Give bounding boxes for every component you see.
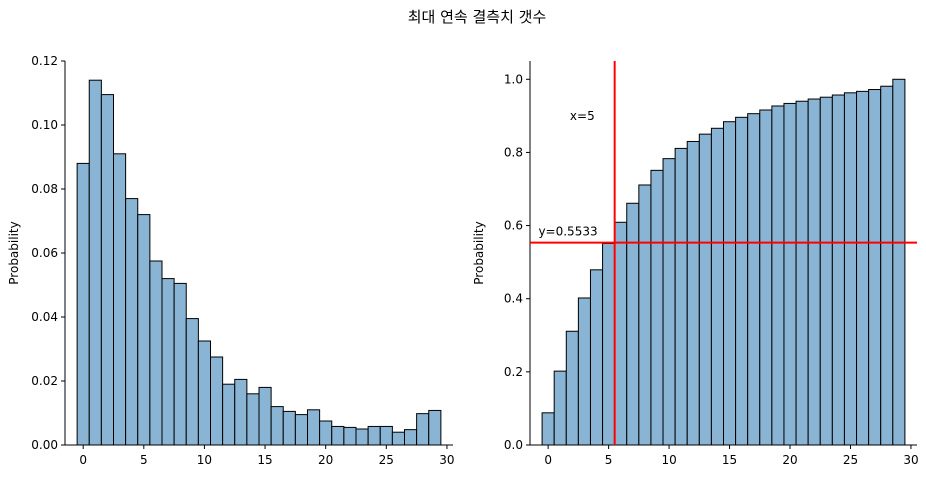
- x-tick-label: 30: [439, 453, 454, 467]
- histogram-bar: [294, 414, 308, 446]
- histogram-bar: [819, 96, 833, 446]
- x-tick-label: 25: [379, 453, 394, 467]
- histogram-bar: [222, 383, 236, 446]
- histogram-bar: [404, 429, 418, 446]
- histogram-bar: [662, 158, 676, 446]
- histogram-bar: [723, 121, 737, 446]
- y-tick-label: 0.6: [504, 219, 523, 233]
- histogram-bar: [565, 330, 579, 446]
- y-tick-label: 0.0: [504, 438, 523, 452]
- histogram-bar: [113, 153, 127, 446]
- y-axis-label: Probability: [7, 221, 21, 284]
- histogram-bar: [638, 184, 652, 446]
- x-tick-label: 10: [661, 453, 676, 467]
- y-tick-label: 0.02: [31, 374, 58, 388]
- histogram-bar: [355, 428, 369, 446]
- histogram-bar: [76, 162, 90, 446]
- x-tick-label: 30: [903, 453, 918, 467]
- histogram-bar: [319, 420, 333, 446]
- histogram-bar: [367, 425, 381, 446]
- x-tick-label: 5: [605, 453, 613, 467]
- histogram-bar: [331, 425, 345, 446]
- histogram-bar: [650, 169, 664, 446]
- histogram-bar: [379, 425, 393, 446]
- histogram-bar: [577, 297, 591, 446]
- histogram-bar: [771, 105, 785, 446]
- x-tick-label: 10: [197, 453, 212, 467]
- histogram-bar: [185, 318, 199, 446]
- histogram-bar: [197, 340, 211, 446]
- histogram-bar: [686, 140, 700, 446]
- histogram-bar: [880, 85, 894, 446]
- histogram-bar: [674, 147, 688, 446]
- histogram-bar: [428, 409, 442, 446]
- histogram-bar: [343, 426, 357, 446]
- histogram-bar: [614, 221, 628, 446]
- histogram-bar: [125, 198, 139, 446]
- histogram-bar: [137, 214, 151, 446]
- histogram-bar: [759, 109, 773, 446]
- y-tick-label: 0.06: [31, 246, 58, 260]
- histogram-bar: [161, 278, 175, 446]
- histogram-bar: [541, 412, 555, 446]
- histogram-bar: [807, 98, 821, 446]
- y-axis-label: Probability: [472, 221, 486, 284]
- histogram-bar: [831, 94, 845, 446]
- x-tick-label: 15: [722, 453, 737, 467]
- x-tick-label: 20: [782, 453, 797, 467]
- histogram-bar: [626, 202, 640, 446]
- y-tick-label: 0.4: [504, 292, 523, 306]
- y-tick-label: 0.10: [31, 118, 58, 132]
- histogram-bar: [234, 378, 248, 446]
- x-tick-label: 20: [318, 453, 333, 467]
- histogram-bar: [710, 127, 724, 446]
- histogram-bar: [173, 282, 187, 446]
- histogram-bar: [843, 92, 858, 446]
- cumulative-probability-panel: 0 5 10 15 20 25 30 0.0 0.2 0.4 0.6 0.8 1.0 Probabilit…: [472, 61, 919, 467]
- y-tick-label: 0.12: [31, 54, 58, 68]
- histogram-bar: [783, 102, 797, 446]
- histogram-bar: [747, 113, 761, 446]
- histogram-bar: [100, 94, 114, 446]
- x-tick-label: 15: [257, 453, 272, 467]
- histogram-bar: [553, 370, 567, 446]
- histogram-bar: [795, 100, 809, 446]
- histogram-bar: [270, 406, 284, 446]
- histogram-bar: [892, 78, 906, 446]
- x-tick-label: 0: [544, 453, 552, 467]
- histogram-bar: [149, 260, 163, 446]
- x-tick-label: 0: [79, 453, 87, 467]
- y-tick-label: 0.8: [504, 145, 523, 159]
- histogram-bar: [282, 410, 296, 446]
- histogram-bar: [735, 116, 749, 446]
- histogram-bar: [868, 89, 882, 446]
- histogram-bar: [416, 413, 430, 446]
- histogram-bar: [589, 269, 604, 446]
- histogram-bar: [602, 242, 616, 446]
- histogram-bar: [307, 409, 321, 446]
- horizontal-line-annotation: y=0.5533: [538, 225, 597, 239]
- x-tick-label: 5: [140, 453, 148, 467]
- y-tick-label: 0.04: [31, 310, 58, 324]
- histogram-probability-panel: 0 5 10 15 20 25 30 0.00 0.02 0.04 0.06 0.08 0.10 0.12…: [7, 54, 455, 467]
- y-tick-label: 0.2: [504, 365, 523, 379]
- histogram-bar: [246, 393, 260, 446]
- x-tick-label: 25: [843, 453, 858, 467]
- histogram-bar: [698, 133, 712, 446]
- vertical-line-annotation: x=5: [570, 109, 595, 123]
- histogram-bar: [856, 90, 870, 446]
- histogram-bar: [391, 431, 405, 446]
- histogram-bar: [210, 356, 224, 446]
- y-tick-label: 0.08: [31, 182, 58, 196]
- figure-title: 최대 연속 결측치 갯수: [408, 8, 547, 26]
- y-tick-label: 0.00: [31, 438, 58, 452]
- y-tick-label: 1.0: [504, 72, 523, 86]
- histogram-bar: [258, 386, 272, 446]
- histogram-bar: [88, 79, 102, 446]
